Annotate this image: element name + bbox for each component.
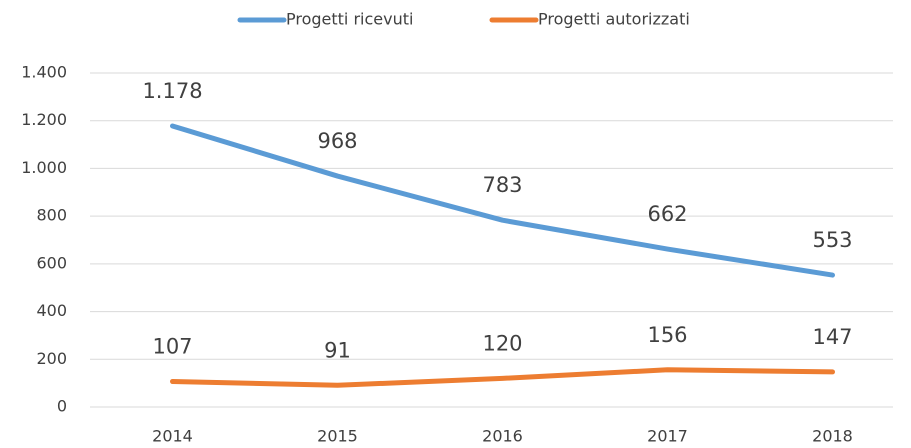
data-label: 91: [324, 338, 351, 362]
series-line: [170, 367, 835, 388]
data-label: 662: [647, 202, 687, 226]
data-label: 1.178: [142, 79, 202, 103]
y-tick-label: 1.200: [21, 110, 67, 129]
x-tick-label: 2018: [812, 427, 853, 446]
data-label: 147: [812, 325, 852, 349]
x-tick-label: 2017: [647, 427, 688, 446]
x-tick-label: 2015: [317, 427, 358, 446]
data-label: 968: [317, 129, 357, 153]
y-tick-label: 400: [36, 301, 67, 320]
y-tick-label: 0: [57, 397, 67, 416]
y-tick-label: 600: [36, 253, 67, 272]
y-tick-label: 200: [36, 349, 67, 368]
x-tick-label: 2016: [482, 427, 523, 446]
y-tick-label: 1.000: [21, 158, 67, 177]
data-label: 107: [152, 334, 192, 358]
series-line: [170, 123, 835, 278]
data-label: 553: [812, 228, 852, 252]
y-tick-label: 800: [36, 206, 67, 225]
legend-label: Progetti autorizzati: [538, 10, 690, 29]
legend-label: Progetti ricevuti: [286, 10, 413, 29]
x-tick-label: 2014: [152, 427, 193, 446]
data-label: 156: [647, 323, 687, 347]
data-label: 120: [482, 331, 522, 355]
y-tick-label: 1.400: [21, 63, 67, 82]
data-label: 783: [482, 173, 522, 197]
